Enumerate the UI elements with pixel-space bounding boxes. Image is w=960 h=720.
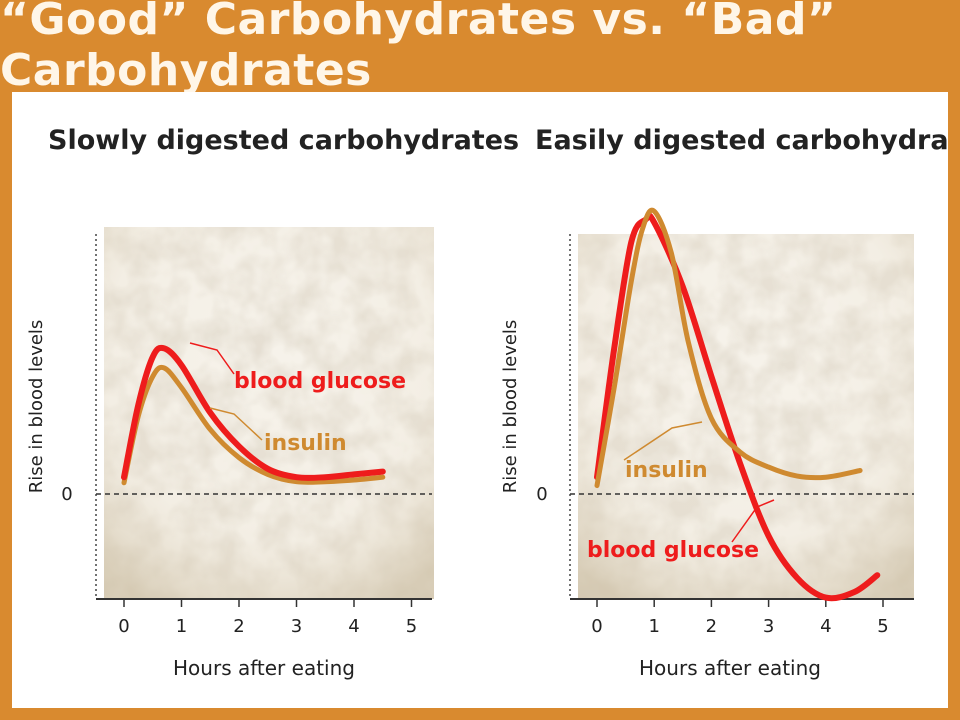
chart-title: Slowly digested carbohydrates: [48, 125, 519, 156]
label-leader-line: [189, 342, 235, 375]
banner: “Good” Carbohydrates vs. “Bad” Carbohydr…: [0, 0, 960, 96]
chart-title: Easily digested carbohydrates: [535, 125, 948, 156]
blood-glucose-label: blood glucose: [234, 369, 406, 394]
x-tick-label: 1: [648, 616, 659, 637]
insulin-label: insulin: [264, 431, 347, 456]
y-axis-label: Rise in blood levels: [500, 320, 521, 494]
banner-title: “Good” Carbohydrates vs. “Bad” Carbohydr…: [0, 0, 837, 96]
x-tick-label: 4: [348, 616, 359, 637]
insulin-label: insulin: [625, 458, 708, 483]
x-tick-label: 5: [406, 616, 417, 637]
x-tick-label: 2: [233, 616, 244, 637]
x-tick-label: 0: [591, 616, 602, 637]
blood-glucose-label: blood glucose: [587, 538, 759, 563]
chart-panel: Slowly digested carbohydrates 0 1 2 3 4 5 0 Hour…: [12, 92, 948, 708]
x-tick-label: 3: [291, 616, 302, 637]
x-tick-label: 4: [820, 616, 831, 637]
bread-crust-shade: [104, 227, 434, 599]
comparison-charts: Slowly digested carbohydrates 0 1 2 3 4 5 0 Hour…: [26, 125, 948, 680]
insulin-line: [594, 207, 863, 489]
blood-glucose-line: [121, 344, 386, 481]
blood-glucose-line: [594, 212, 881, 602]
x-axis-label: Hours after eating: [639, 656, 821, 680]
label-leader-line: [623, 421, 703, 461]
x-tick-label: 0: [118, 616, 129, 637]
y-tick-label: 0: [536, 484, 547, 505]
x-tick-label: 1: [176, 616, 187, 637]
x-tick-label: 5: [877, 616, 888, 637]
left-chart: Slowly digested carbohydrates 0 1 2 3 4 5 0 Hour…: [26, 125, 519, 680]
y-tick-label: 0: [61, 484, 72, 505]
label-leader-line: [209, 407, 263, 441]
bread-crust-shade: [578, 234, 914, 599]
right-chart: Easily digested carbohydrates 0 1 2 3 4 5 0 Hour…: [500, 125, 948, 680]
x-axis-label: Hours after eating: [173, 656, 355, 680]
label-leader-line: [731, 499, 775, 543]
y-axis-label: Rise in blood levels: [26, 320, 47, 494]
insulin-line: [121, 364, 386, 486]
x-tick-label: 3: [763, 616, 774, 637]
x-tick-label: 2: [706, 616, 717, 637]
